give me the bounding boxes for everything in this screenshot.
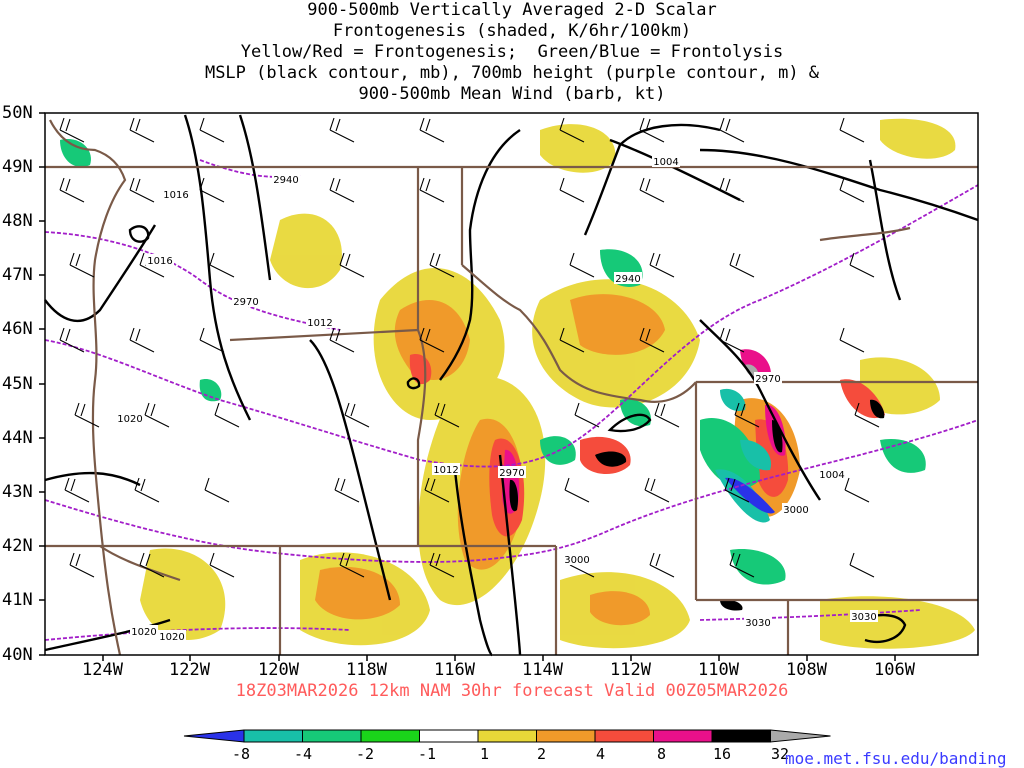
svg-text:3000: 3000	[564, 555, 589, 566]
lon-label: 108W	[786, 660, 827, 680]
lon-label: 114W	[522, 660, 563, 680]
lat-label: 50N	[2, 103, 33, 123]
colorbar	[183, 729, 831, 743]
svg-text:1012: 1012	[433, 465, 458, 476]
mslp-label: 1020	[158, 630, 186, 643]
colorbar-swatch	[536, 729, 596, 743]
mslp-label: 1012	[306, 316, 334, 329]
wind-barbs	[59, 117, 880, 578]
svg-text:2970: 2970	[233, 297, 258, 308]
height-label: 3000	[782, 503, 810, 516]
height-label: 3030	[850, 610, 878, 623]
svg-text:1004: 1004	[653, 157, 678, 168]
svg-text:3030: 3030	[851, 612, 876, 623]
svg-text:2940: 2940	[273, 175, 298, 186]
colorbar-swatch	[653, 729, 713, 743]
svg-text:1004: 1004	[819, 470, 844, 481]
colorbar-swatch	[477, 729, 537, 743]
mslp-label: 1012	[432, 463, 460, 476]
colorbar-tick: -2	[356, 745, 375, 763]
svg-text:1016: 1016	[147, 256, 172, 267]
height-label: 2940	[272, 173, 300, 186]
lat-label: 46N	[2, 319, 33, 339]
colorbar-tick: 2	[537, 745, 547, 763]
height-label: 3000	[563, 553, 591, 566]
lat-label: 49N	[2, 157, 33, 177]
colorbar-tick: 4	[596, 745, 606, 763]
svg-text:1020: 1020	[131, 627, 156, 638]
svg-text:2970: 2970	[499, 468, 524, 479]
lon-label: 110W	[698, 660, 739, 680]
colorbar-tick: 32	[771, 745, 790, 763]
svg-text:3000: 3000	[783, 505, 808, 516]
title-line-2: Frontogenesis (shaded, K/6hr/100km)	[332, 21, 692, 41]
svg-text:2940: 2940	[615, 274, 640, 285]
colorbar-tick: 1	[480, 745, 490, 763]
height-label: 2940	[614, 272, 642, 285]
mslp-label: 1020	[116, 412, 144, 425]
svg-text:3030: 3030	[745, 618, 770, 629]
height-contours	[44, 159, 979, 641]
colorbar-tick: -8	[232, 745, 251, 763]
lon-label: 106W	[874, 660, 915, 680]
lat-label: 41N	[2, 590, 33, 610]
colorbar-swatch	[711, 729, 771, 743]
lat-label: 48N	[2, 211, 33, 231]
title-line-3: Yellow/Red = Frontogenesis; Green/Blue =…	[240, 42, 784, 62]
lat-label: 44N	[2, 428, 33, 448]
height-label: 2970	[232, 295, 260, 308]
title-line-5: 900-500mb Mean Wind (barb, kt)	[358, 84, 666, 104]
valid-time-caption: 18Z03MAR2026 12km NAM 30hr forecast Vali…	[235, 681, 789, 701]
mslp-label: 1016	[146, 254, 174, 267]
colorbar-swatch	[183, 729, 245, 743]
height-label: 2970	[754, 372, 782, 385]
lat-label: 45N	[2, 374, 33, 394]
svg-text:1020: 1020	[117, 414, 142, 425]
colorbar-tick: -4	[294, 745, 313, 763]
svg-text:1020: 1020	[159, 632, 184, 643]
colorbar-swatch	[243, 729, 303, 743]
title-line-4: MSLP (black contour, mb), 700mb height (…	[204, 63, 820, 83]
lon-label: 112W	[610, 660, 651, 680]
mslp-label: 1016	[162, 188, 190, 201]
colorbar-swatch	[594, 729, 654, 743]
shading-layer	[60, 118, 975, 649]
lon-label: 122W	[169, 660, 210, 680]
svg-text:2970: 2970	[755, 374, 780, 385]
political-borders	[45, 119, 978, 656]
lon-label: 124W	[82, 660, 123, 680]
mslp-label: 1004	[652, 155, 680, 168]
axis-ticks	[39, 112, 896, 661]
colorbar-tick: 8	[657, 745, 667, 763]
credit-link[interactable]: moe.met.fsu.edu/banding	[785, 749, 1007, 768]
svg-text:1012: 1012	[307, 318, 332, 329]
mslp-label: 1020	[130, 625, 158, 638]
mslp-label: 1004	[818, 468, 846, 481]
svg-text:1016: 1016	[163, 190, 188, 201]
lat-label: 42N	[2, 536, 33, 556]
lon-label: 116W	[434, 660, 475, 680]
height-label: 3030	[744, 616, 772, 629]
colorbar-swatch	[302, 729, 362, 743]
height-label: 2970	[498, 466, 526, 479]
lon-label: 118W	[346, 660, 387, 680]
colorbar-tick: -1	[418, 745, 437, 763]
colorbar-swatch	[770, 729, 831, 743]
lat-label: 47N	[2, 265, 33, 285]
contour-labels: 1016 1016 1012 1020 1012 1004 1004 1020 …	[116, 155, 878, 643]
colorbar-tick: 16	[713, 745, 732, 763]
lat-label: 43N	[2, 482, 33, 502]
colorbar-swatch	[419, 729, 479, 743]
title-line-1: 900-500mb Vertically Averaged 2-D Scalar	[307, 0, 717, 20]
colorbar-swatch	[360, 729, 420, 743]
lon-label: 120W	[258, 660, 299, 680]
lat-label: 40N	[2, 645, 33, 665]
